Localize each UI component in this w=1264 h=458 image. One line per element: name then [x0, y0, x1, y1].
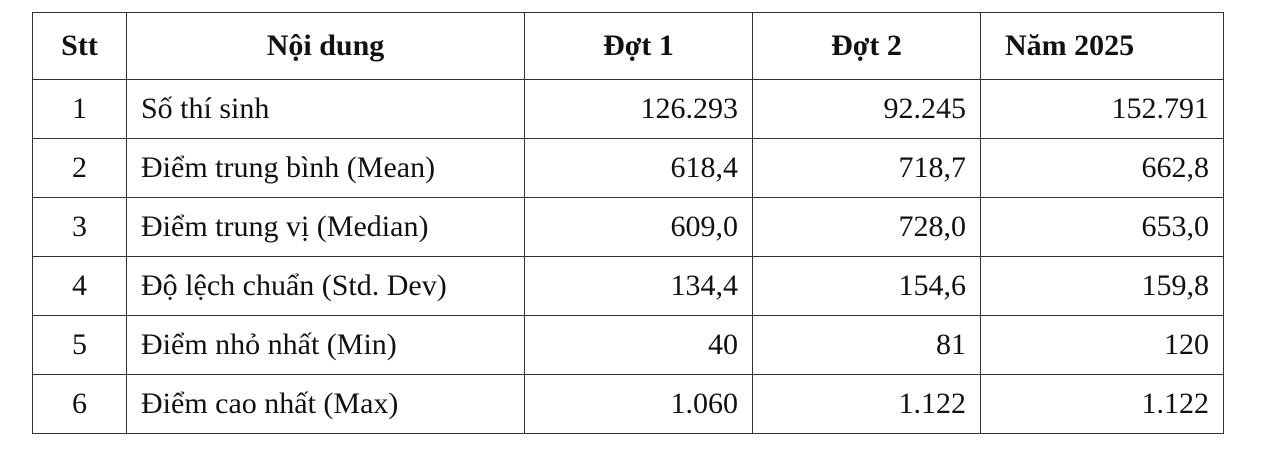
- table-cell: Số thí sinh: [126, 79, 525, 139]
- header-cell: Nội dung: [126, 12, 525, 80]
- table-cell: 1.122: [752, 374, 981, 434]
- table-cell: 5: [32, 315, 127, 375]
- header-cell: Đợt 2: [752, 12, 981, 80]
- table-cell: 1.122: [980, 374, 1224, 434]
- header-cell: Năm 2025: [980, 12, 1224, 80]
- table-cell: 1: [32, 79, 127, 139]
- table-row: 1 Số thí sinh 126.293 92.245 152.791: [32, 79, 1224, 139]
- header-cell: Stt: [32, 12, 127, 80]
- table-cell: 4: [32, 256, 127, 316]
- table-cell: 1.060: [524, 374, 753, 434]
- table-cell: 81: [752, 315, 981, 375]
- header-cell: Đợt 1: [524, 12, 753, 80]
- table-cell: 2: [32, 138, 127, 198]
- table-cell: 718,7: [752, 138, 981, 198]
- table-row: 5 Điểm nhỏ nhất (Min) 40 81 120: [32, 315, 1224, 375]
- table-row: 2 Điểm trung bình (Mean) 618,4 718,7 662,8: [32, 138, 1224, 198]
- table-cell: Điểm cao nhất (Max): [126, 374, 525, 434]
- table-cell: 728,0: [752, 197, 981, 257]
- table-cell: 609,0: [524, 197, 753, 257]
- table-cell: 126.293: [524, 79, 753, 139]
- table-cell: 618,4: [524, 138, 753, 198]
- table-cell: Độ lệch chuẩn (Std. Dev): [126, 256, 525, 316]
- table-cell: 653,0: [980, 197, 1224, 257]
- table-body: 1 Số thí sinh 126.293 92.245 152.791 2 Điểm tr…: [32, 79, 1224, 434]
- table-cell: Điểm trung bình (Mean): [126, 138, 525, 198]
- table-row: 6 Điểm cao nhất (Max) 1.060 1.122 1.122: [32, 374, 1224, 434]
- table-row: 3 Điểm trung vị (Median) 609,0 728,0 653,0: [32, 197, 1224, 257]
- table-cell: 3: [32, 197, 127, 257]
- table-cell: 6: [32, 374, 127, 434]
- stats-table: Stt Nội dung Đợt 1 Đợt 2 Năm 2025 1 Số thí si…: [32, 12, 1224, 434]
- table-cell: 154,6: [752, 256, 981, 316]
- table-row: 4 Độ lệch chuẩn (Std. Dev) 134,4 154,6 159,8: [32, 256, 1224, 316]
- table-cell: 120: [980, 315, 1224, 375]
- table-cell: 662,8: [980, 138, 1224, 198]
- table-cell: Điểm trung vị (Median): [126, 197, 525, 257]
- table-cell: 92.245: [752, 79, 981, 139]
- table-cell: 152.791: [980, 79, 1224, 139]
- header-row: Stt Nội dung Đợt 1 Đợt 2 Năm 2025: [32, 12, 1224, 80]
- table-cell: 134,4: [524, 256, 753, 316]
- table-cell: 159,8: [980, 256, 1224, 316]
- table-cell: 40: [524, 315, 753, 375]
- table-header: Stt Nội dung Đợt 1 Đợt 2 Năm 2025: [32, 12, 1224, 80]
- table-cell: Điểm nhỏ nhất (Min): [126, 315, 525, 375]
